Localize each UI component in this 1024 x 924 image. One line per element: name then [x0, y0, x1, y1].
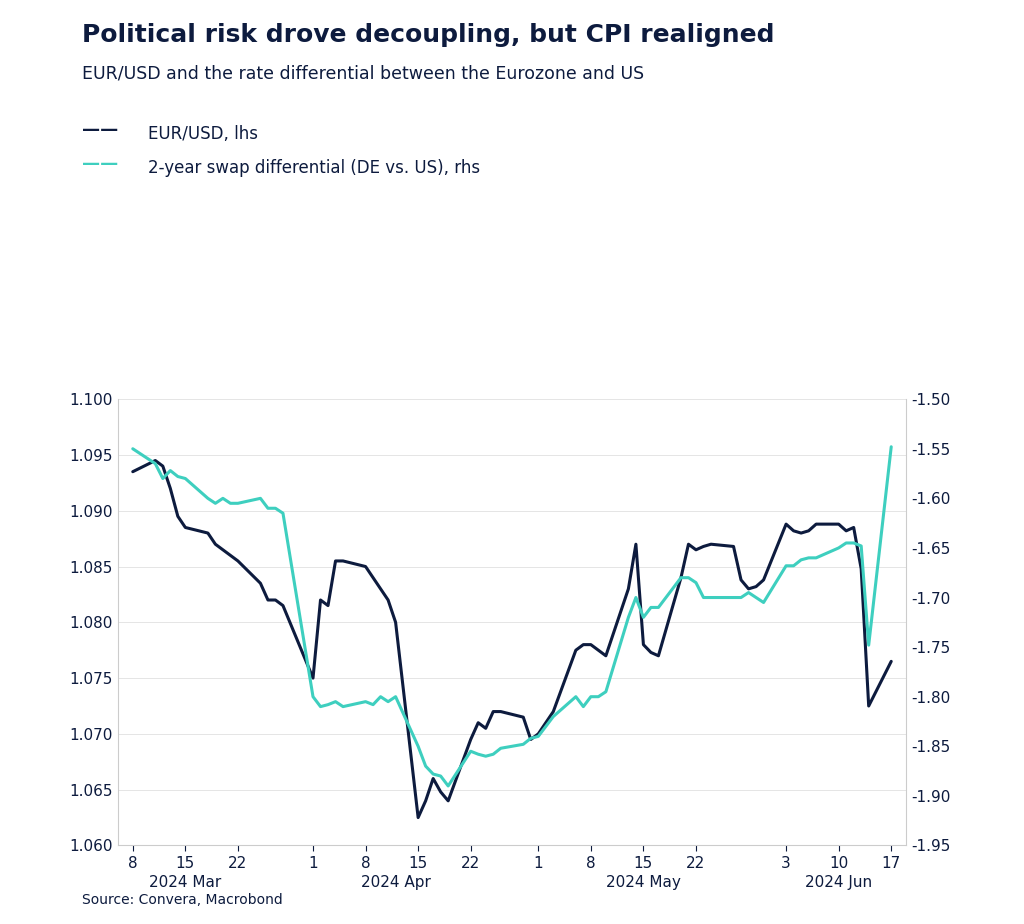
- Text: 2024 Apr: 2024 Apr: [360, 875, 430, 890]
- Text: EUR/USD, lhs: EUR/USD, lhs: [148, 125, 258, 143]
- Text: 2024 May: 2024 May: [606, 875, 681, 890]
- Text: ——: ——: [82, 155, 118, 174]
- Text: ——: ——: [82, 121, 118, 140]
- Text: Source: Convera, Macrobond: Source: Convera, Macrobond: [82, 894, 283, 907]
- Text: EUR/USD and the rate differential between the Eurozone and US: EUR/USD and the rate differential betwee…: [82, 65, 644, 82]
- Text: 2024 Jun: 2024 Jun: [805, 875, 872, 890]
- Text: Political risk drove decoupling, but CPI realigned: Political risk drove decoupling, but CPI…: [82, 23, 774, 47]
- Text: 2-year swap differential (DE vs. US), rhs: 2-year swap differential (DE vs. US), rh…: [148, 159, 480, 177]
- Text: 2024 Mar: 2024 Mar: [150, 875, 221, 890]
